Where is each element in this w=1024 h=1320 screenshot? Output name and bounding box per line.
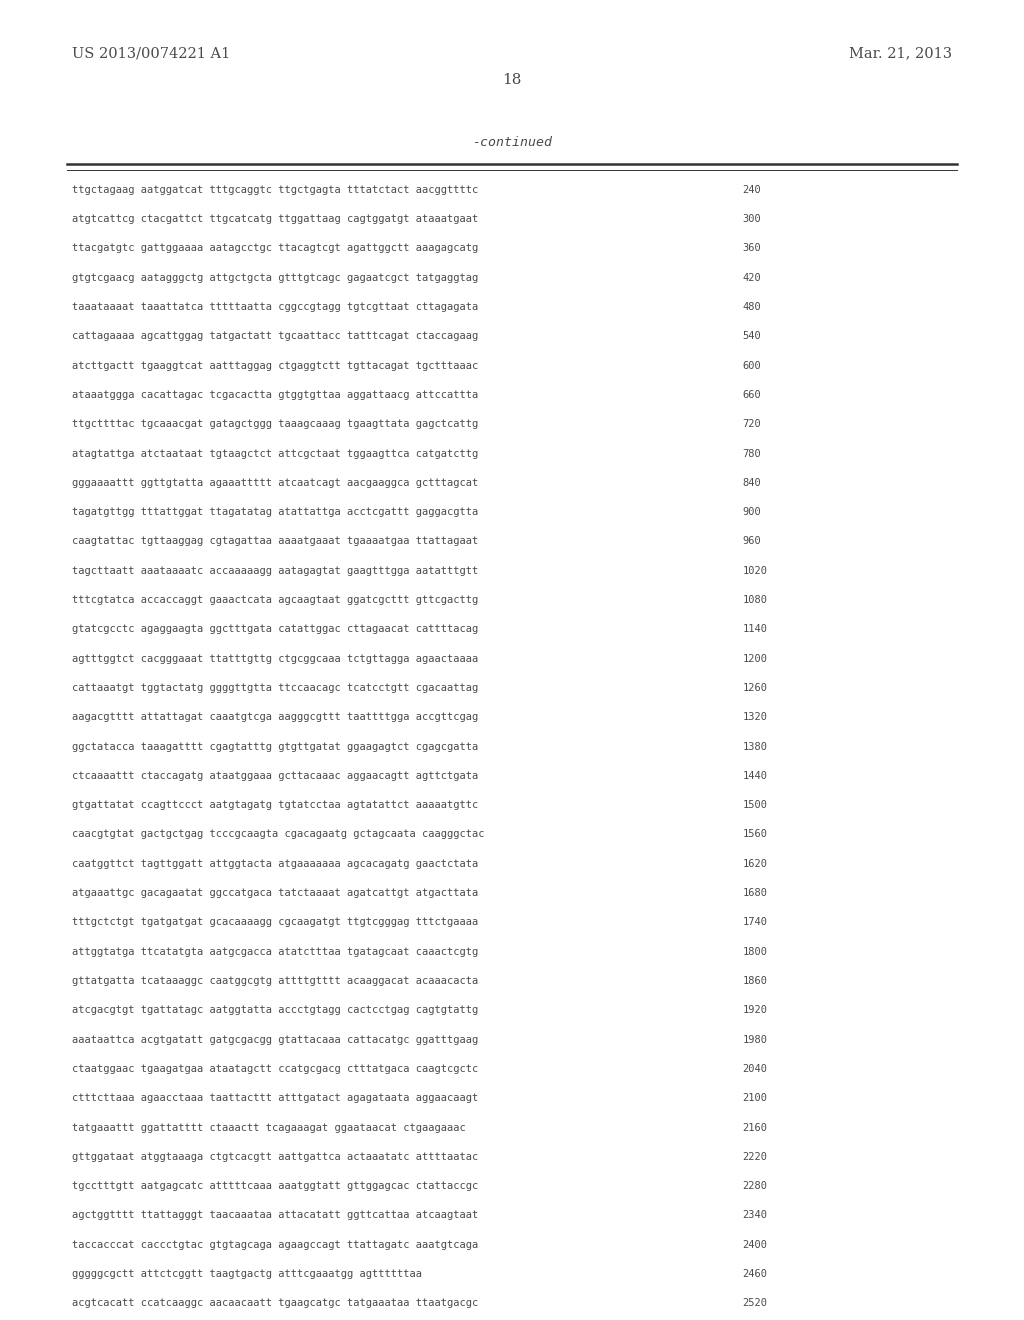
Text: ctcaaaattt ctaccagatg ataatggaaa gcttacaaac aggaacagtt agttctgata: ctcaaaattt ctaccagatg ataatggaaa gcttaca…	[72, 771, 478, 781]
Text: 1920: 1920	[742, 1006, 767, 1015]
Text: ttgcttttac tgcaaacgat gatagctggg taaagcaaag tgaagttata gagctcattg: ttgcttttac tgcaaacgat gatagctggg taaagca…	[72, 420, 478, 429]
Text: 2400: 2400	[742, 1239, 767, 1250]
Text: 2100: 2100	[742, 1093, 767, 1104]
Text: agctggtttt ttattagggt taacaaataa attacatatt ggttcattaa atcaagtaat: agctggtttt ttattagggt taacaaataa attacat…	[72, 1210, 478, 1221]
Text: ataaatggga cacattagac tcgacactta gtggtgttaa aggattaacg attccattta: ataaatggga cacattagac tcgacactta gtggtgt…	[72, 389, 478, 400]
Text: gtatcgcctc agaggaagta ggctttgata catattggac cttagaacat cattttacag: gtatcgcctc agaggaagta ggctttgata catattg…	[72, 624, 478, 635]
Text: 1260: 1260	[742, 682, 767, 693]
Text: 420: 420	[742, 273, 761, 282]
Text: ttgctagaag aatggatcat tttgcaggtc ttgctgagta tttatctact aacggttttc: ttgctagaag aatggatcat tttgcaggtc ttgctga…	[72, 185, 478, 195]
Text: 480: 480	[742, 302, 761, 312]
Text: 1080: 1080	[742, 595, 767, 605]
Text: 1860: 1860	[742, 975, 767, 986]
Text: 1380: 1380	[742, 742, 767, 751]
Text: 1020: 1020	[742, 566, 767, 576]
Text: 300: 300	[742, 214, 761, 224]
Text: atgaaattgc gacagaatat ggccatgaca tatctaaaat agatcattgt atgacttata: atgaaattgc gacagaatat ggccatgaca tatctaa…	[72, 888, 478, 898]
Text: 600: 600	[742, 360, 761, 371]
Text: tgcctttgtt aatgagcatc atttttcaaa aaatggtatt gttggagcac ctattaccgc: tgcctttgtt aatgagcatc atttttcaaa aaatggt…	[72, 1181, 478, 1191]
Text: tagatgttgg tttattggat ttagatatag atattattga acctcgattt gaggacgtta: tagatgttgg tttattggat ttagatatag atattat…	[72, 507, 478, 517]
Text: 240: 240	[742, 185, 761, 195]
Text: US 2013/0074221 A1: US 2013/0074221 A1	[72, 46, 230, 61]
Text: 1500: 1500	[742, 800, 767, 810]
Text: 18: 18	[503, 73, 521, 87]
Text: 2220: 2220	[742, 1152, 767, 1162]
Text: gtgattatat ccagttccct aatgtagatg tgtatcctaa agtatattct aaaaatgttc: gtgattatat ccagttccct aatgtagatg tgtatcc…	[72, 800, 478, 810]
Text: atgtcattcg ctacgattct ttgcatcatg ttggattaag cagtggatgt ataaatgaat: atgtcattcg ctacgattct ttgcatcatg ttggatt…	[72, 214, 478, 224]
Text: 660: 660	[742, 389, 761, 400]
Text: 1740: 1740	[742, 917, 767, 928]
Text: agtttggtct cacgggaaat ttatttgttg ctgcggcaaa tctgttagga agaactaaaa: agtttggtct cacgggaaat ttatttgttg ctgcggc…	[72, 653, 478, 664]
Text: gggggcgctt attctcggtt taagtgactg atttcgaaatgg agttttttaa: gggggcgctt attctcggtt taagtgactg atttcga…	[72, 1269, 422, 1279]
Text: gggaaaattt ggttgtatta agaaattttt atcaatcagt aacgaaggca gctttagcat: gggaaaattt ggttgtatta agaaattttt atcaatc…	[72, 478, 478, 488]
Text: tagcttaatt aaataaaatc accaaaaagg aatagagtat gaagtttgga aatatttgtt: tagcttaatt aaataaaatc accaaaaagg aatagag…	[72, 566, 478, 576]
Text: 900: 900	[742, 507, 761, 517]
Text: caagtattac tgttaaggag cgtagattaa aaaatgaaat tgaaaatgaa ttattagaat: caagtattac tgttaaggag cgtagattaa aaaatga…	[72, 536, 478, 546]
Text: atcttgactt tgaaggtcat aatttaggag ctgaggtctt tgttacagat tgctttaaac: atcttgactt tgaaggtcat aatttaggag ctgaggt…	[72, 360, 478, 371]
Text: tttgctctgt tgatgatgat gcacaaaagg cgcaagatgt ttgtcgggag tttctgaaaa: tttgctctgt tgatgatgat gcacaaaagg cgcaaga…	[72, 917, 478, 928]
Text: 1800: 1800	[742, 946, 767, 957]
Text: 1200: 1200	[742, 653, 767, 664]
Text: acgtcacatt ccatcaaggc aacaacaatt tgaagcatgc tatgaaataa ttaatgacgc: acgtcacatt ccatcaaggc aacaacaatt tgaagca…	[72, 1299, 478, 1308]
Text: 780: 780	[742, 449, 761, 458]
Text: tatgaaattt ggattatttt ctaaactt tcagaaagat ggaataacat ctgaagaaac: tatgaaattt ggattatttt ctaaactt tcagaaaga…	[72, 1122, 466, 1133]
Text: aaataattca acgtgatatt gatgcgacgg gtattacaaa cattacatgc ggatttgaag: aaataattca acgtgatatt gatgcgacgg gtattac…	[72, 1035, 478, 1044]
Text: 1980: 1980	[742, 1035, 767, 1044]
Text: aagacgtttt attattagat caaatgtcga aagggcgttt taattttgga accgttcgag: aagacgtttt attattagat caaatgtcga aagggcg…	[72, 713, 478, 722]
Text: Mar. 21, 2013: Mar. 21, 2013	[849, 46, 952, 61]
Text: 2340: 2340	[742, 1210, 767, 1221]
Text: 960: 960	[742, 536, 761, 546]
Text: gttatgatta tcataaaggc caatggcgtg attttgtttt acaaggacat acaaacacta: gttatgatta tcataaaggc caatggcgtg attttgt…	[72, 975, 478, 986]
Text: 1140: 1140	[742, 624, 767, 635]
Text: ctttcttaaa agaacctaaa taattacttt atttgatact agagataata aggaacaagt: ctttcttaaa agaacctaaa taattacttt atttgat…	[72, 1093, 478, 1104]
Text: cattaaatgt tggtactatg ggggttgtta ttccaacagc tcatcctgtt cgacaattag: cattaaatgt tggtactatg ggggttgtta ttccaac…	[72, 682, 478, 693]
Text: 1620: 1620	[742, 859, 767, 869]
Text: cattagaaaa agcattggag tatgactatt tgcaattacc tatttcagat ctaccagaag: cattagaaaa agcattggag tatgactatt tgcaatt…	[72, 331, 478, 342]
Text: 1320: 1320	[742, 713, 767, 722]
Text: atcgacgtgt tgattatagc aatggtatta accctgtagg cactcctgag cagtgtattg: atcgacgtgt tgattatagc aatggtatta accctgt…	[72, 1006, 478, 1015]
Text: 360: 360	[742, 243, 761, 253]
Text: ttacgatgtc gattggaaaa aatagcctgc ttacagtcgt agattggctt aaagagcatg: ttacgatgtc gattggaaaa aatagcctgc ttacagt…	[72, 243, 478, 253]
Text: taccacccat caccctgtac gtgtagcaga agaagccagt ttattagatc aaatgtcaga: taccacccat caccctgtac gtgtagcaga agaagcc…	[72, 1239, 478, 1250]
Text: 2460: 2460	[742, 1269, 767, 1279]
Text: 1680: 1680	[742, 888, 767, 898]
Text: 2520: 2520	[742, 1299, 767, 1308]
Text: tttcgtatca accaccaggt gaaactcata agcaagtaat ggatcgcttt gttcgacttg: tttcgtatca accaccaggt gaaactcata agcaagt…	[72, 595, 478, 605]
Text: gtgtcgaacg aatagggctg attgctgcta gtttgtcagc gagaatcgct tatgaggtag: gtgtcgaacg aatagggctg attgctgcta gtttgtc…	[72, 273, 478, 282]
Text: 2040: 2040	[742, 1064, 767, 1074]
Text: caatggttct tagttggatt attggtacta atgaaaaaaa agcacagatg gaactctata: caatggttct tagttggatt attggtacta atgaaaa…	[72, 859, 478, 869]
Text: 2160: 2160	[742, 1122, 767, 1133]
Text: caacgtgtat gactgctgag tcccgcaagta cgacagaatg gctagcaata caagggctac: caacgtgtat gactgctgag tcccgcaagta cgacag…	[72, 829, 484, 840]
Text: ggctatacca taaagatttt cgagtatttg gtgttgatat ggaagagtct cgagcgatta: ggctatacca taaagatttt cgagtatttg gtgttga…	[72, 742, 478, 751]
Text: 1440: 1440	[742, 771, 767, 781]
Text: -continued: -continued	[472, 136, 552, 149]
Text: gttggataat atggtaaaga ctgtcacgtt aattgattca actaaatatc attttaatac: gttggataat atggtaaaga ctgtcacgtt aattgat…	[72, 1152, 478, 1162]
Text: 840: 840	[742, 478, 761, 488]
Text: 2280: 2280	[742, 1181, 767, 1191]
Text: taaataaaat taaattatca tttttaatta cggccgtagg tgtcgttaat cttagagata: taaataaaat taaattatca tttttaatta cggccgt…	[72, 302, 478, 312]
Text: ctaatggaac tgaagatgaa ataatagctt ccatgcgacg ctttatgaca caagtcgctc: ctaatggaac tgaagatgaa ataatagctt ccatgcg…	[72, 1064, 478, 1074]
Text: 540: 540	[742, 331, 761, 342]
Text: atagtattga atctaataat tgtaagctct attcgctaat tggaagttca catgatcttg: atagtattga atctaataat tgtaagctct attcgct…	[72, 449, 478, 458]
Text: 1560: 1560	[742, 829, 767, 840]
Text: attggtatga ttcatatgta aatgcgacca atatctttaa tgatagcaat caaactcgtg: attggtatga ttcatatgta aatgcgacca atatctt…	[72, 946, 478, 957]
Text: 720: 720	[742, 420, 761, 429]
